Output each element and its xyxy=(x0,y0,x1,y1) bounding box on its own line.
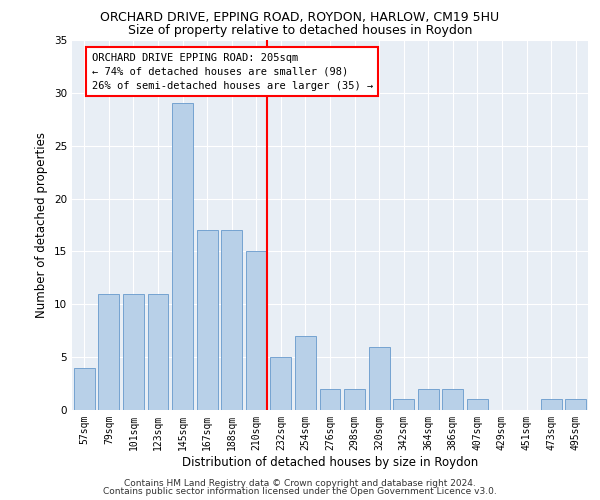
Y-axis label: Number of detached properties: Number of detached properties xyxy=(35,132,49,318)
Bar xyxy=(368,346,389,410)
Bar xyxy=(74,368,95,410)
Text: ORCHARD DRIVE, EPPING ROAD, ROYDON, HARLOW, CM19 5HU: ORCHARD DRIVE, EPPING ROAD, ROYDON, HARL… xyxy=(100,12,500,24)
Bar xyxy=(197,230,218,410)
Bar xyxy=(442,389,463,410)
Bar xyxy=(320,389,340,410)
Bar xyxy=(467,400,488,410)
Bar xyxy=(123,294,144,410)
Bar xyxy=(541,400,562,410)
Bar xyxy=(246,252,267,410)
Bar xyxy=(98,294,119,410)
Text: Size of property relative to detached houses in Roydon: Size of property relative to detached ho… xyxy=(128,24,472,37)
X-axis label: Distribution of detached houses by size in Roydon: Distribution of detached houses by size … xyxy=(182,456,478,468)
Bar xyxy=(393,400,414,410)
Text: ORCHARD DRIVE EPPING ROAD: 205sqm
← 74% of detached houses are smaller (98)
26% : ORCHARD DRIVE EPPING ROAD: 205sqm ← 74% … xyxy=(92,52,373,90)
Bar xyxy=(565,400,586,410)
Bar xyxy=(295,336,316,410)
Bar xyxy=(172,104,193,410)
Text: Contains HM Land Registry data © Crown copyright and database right 2024.: Contains HM Land Registry data © Crown c… xyxy=(124,478,476,488)
Bar xyxy=(221,230,242,410)
Bar xyxy=(271,357,292,410)
Bar xyxy=(148,294,169,410)
Text: Contains public sector information licensed under the Open Government Licence v3: Contains public sector information licen… xyxy=(103,487,497,496)
Bar xyxy=(344,389,365,410)
Bar xyxy=(418,389,439,410)
